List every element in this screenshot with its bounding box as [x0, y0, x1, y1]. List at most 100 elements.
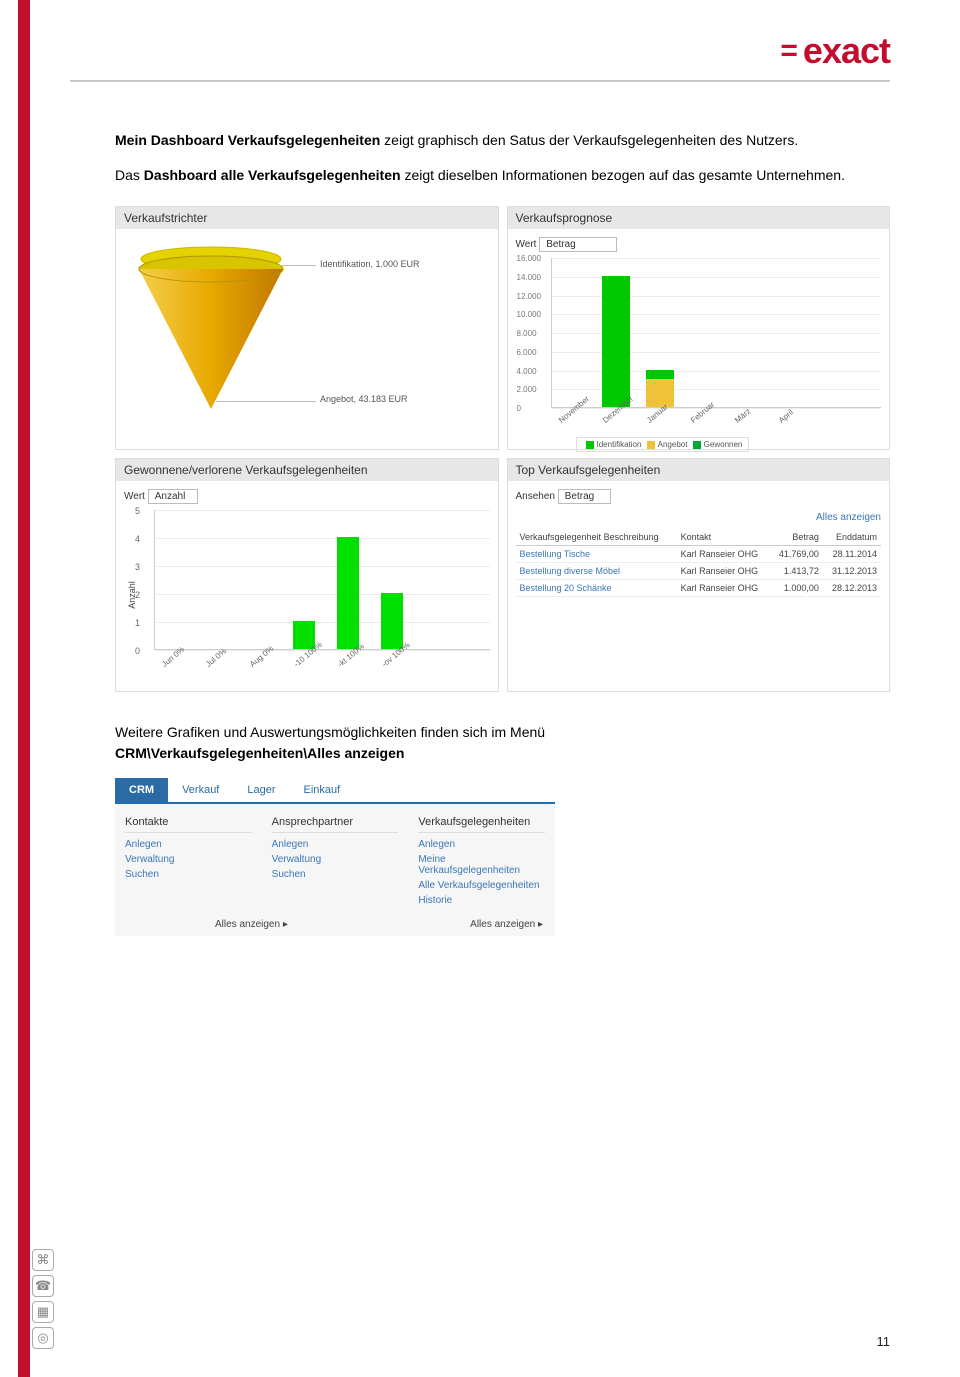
crm-link[interactable]: Alle Verkaufsgelegenheiten — [418, 878, 545, 893]
top-cell[interactable]: Bestellung Tische — [516, 546, 677, 563]
crm-col-head: Verkaufsgelegenheiten — [418, 812, 545, 833]
crm-link[interactable]: Anlegen — [125, 837, 252, 852]
panel-top: Top Verkaufsgelegenheiten Ansehen Betrag… — [507, 458, 891, 692]
prognose-xlabel: März — [733, 407, 752, 425]
top-cell: 28.12.2013 — [823, 580, 881, 597]
wonlost-bar — [381, 593, 403, 649]
crm-column: Verkaufsgelegenheiten AnlegenMeine Verkau… — [408, 810, 555, 910]
top-cell[interactable]: Bestellung diverse Möbel — [516, 563, 677, 580]
wonlost-xlabels: Jun 0%Jul 0%Aug 0%-10 100%-kt 100%-ov 10… — [154, 650, 490, 680]
funnel-line-2 — [216, 401, 316, 402]
logo-word: exact — [803, 30, 890, 72]
top-select[interactable]: Betrag — [558, 489, 611, 504]
funnel-body: Identifikation, 1.000 EUR Angebot, 43.18… — [116, 229, 498, 429]
para2-a: Das — [115, 167, 144, 183]
panel-wonlost: Gewonnene/verlorene Verkaufsgelegenheite… — [115, 458, 499, 692]
panel-prognose-title: Verkaufsprognose — [508, 207, 890, 229]
exact-logo: = exact — [780, 30, 890, 72]
prognose-control: Wert Betrag — [516, 237, 882, 252]
top-cell: Karl Ranseier OHG — [677, 546, 771, 563]
crm-col-head: Ansprechpartner — [272, 812, 399, 833]
wonlost-bar — [337, 537, 359, 649]
top-cell: Karl Ranseier OHG — [677, 563, 771, 580]
table-row: Bestellung diverse MöbelKarl Ranseier OH… — [516, 563, 882, 580]
crm-alles-2[interactable]: Alles anzeigen ▸ — [470, 919, 543, 930]
side-icon-1: ⌘ — [32, 1249, 54, 1271]
wonlost-gridline: 2 — [155, 594, 490, 595]
crm-link[interactable]: Suchen — [125, 867, 252, 882]
red-sidebar — [18, 0, 30, 1377]
page-content: Mein Dashboard Verkaufsgelegenheiten zei… — [115, 130, 890, 936]
header-rule — [70, 80, 890, 82]
top-cell: 31.12.2013 — [823, 563, 881, 580]
top-alles-link[interactable]: Alles anzeigen — [516, 512, 882, 523]
top-body: Ansehen Betrag Alles anzeigen Verkaufsge… — [508, 481, 890, 605]
top-table: Verkaufsgelegenheit BeschreibungKontaktB… — [516, 529, 882, 597]
wonlost-select[interactable]: Anzahl — [148, 489, 199, 504]
panel-funnel-title: Verkaufstrichter — [116, 207, 498, 229]
para3-bold: CRM\Verkaufsgelegenheiten\Alles anzeigen — [115, 745, 404, 761]
crm-link[interactable]: Verwaltung — [272, 852, 399, 867]
wonlost-gridline: 3 — [155, 566, 490, 567]
crm-tab-crm[interactable]: CRM — [115, 778, 168, 802]
para2-bold: Dashboard alle Verkaufsgelegenheiten — [144, 167, 401, 183]
top-th: Verkaufsgelegenheit Beschreibung — [516, 529, 677, 546]
crm-tab-einkauf[interactable]: Einkauf — [290, 778, 355, 802]
top-cell: 28.11.2014 — [823, 546, 881, 563]
funnel-line-1 — [271, 265, 316, 266]
crm-columns: KontakteAnlegenVerwaltungSuchenAnsprechp… — [115, 804, 555, 936]
top-cell[interactable]: Bestellung 20 Schänke — [516, 580, 677, 597]
crm-link[interactable]: Anlegen — [418, 837, 545, 852]
wonlost-chart: 012345 — [154, 510, 490, 650]
top-cell: 41.769,00 — [770, 546, 823, 563]
top-cell: 1.413,72 — [770, 563, 823, 580]
crm-link[interactable]: Historie — [418, 893, 545, 908]
wonlost-body: Wert Anzahl Anzahl 012345 Jun 0%Jul 0%Au… — [116, 481, 498, 691]
para2-b: zeigt dieselben Informationen bezogen au… — [401, 167, 845, 183]
funnel-label-1: Identifikation, 1.000 EUR — [320, 259, 420, 269]
prognose-select[interactable]: Betrag — [539, 237, 616, 252]
top-th: Enddatum — [823, 529, 881, 546]
prognose-wert-label: Wert — [516, 239, 537, 250]
crm-tab-lager[interactable]: Lager — [233, 778, 289, 802]
prognose-xlabel: April — [777, 408, 795, 425]
para3-a: Weitere Grafiken und Auswertungsmöglichk… — [115, 724, 545, 740]
crm-link[interactable]: Meine Verkaufsgelegenheiten — [418, 852, 545, 878]
crm-link[interactable]: Suchen — [272, 867, 399, 882]
crm-link[interactable]: Verwaltung — [125, 852, 252, 867]
prognose-legend: Identifikation Angebot Gewonnen — [576, 437, 750, 452]
crm-link[interactable]: Anlegen — [272, 837, 399, 852]
wonlost-wert-label: Wert — [124, 491, 145, 502]
crm-menu: CRMVerkaufLagerEinkauf KontakteAnlegenVe… — [115, 778, 555, 936]
side-icon-2: ☎ — [32, 1275, 54, 1297]
crm-column: Kontakte AnlegenVerwaltungSuchen — [115, 810, 262, 910]
paragraph-1: Mein Dashboard Verkaufsgelegenheiten zei… — [115, 130, 890, 151]
wonlost-control: Wert Anzahl — [124, 489, 490, 504]
para1-rest: zeigt graphisch den Satus der Verkaufsge… — [380, 132, 798, 148]
prognose-gridline: 16.000 — [552, 258, 882, 259]
table-row: Bestellung TischeKarl Ranseier OHG41.769… — [516, 546, 882, 563]
wonlost-gridline: 1 — [155, 622, 490, 623]
paragraph-2: Das Dashboard alle Verkaufsgelegenheiten… — [115, 165, 890, 186]
crm-alles-1[interactable]: Alles anzeigen ▸ — [215, 919, 288, 930]
crm-tabs: CRMVerkaufLagerEinkauf — [115, 778, 555, 804]
prognose-bar — [646, 379, 674, 407]
panel-top-title: Top Verkaufsgelegenheiten — [508, 459, 890, 481]
side-icon-4: ◎ — [32, 1327, 54, 1349]
top-th: Kontakt — [677, 529, 771, 546]
side-icon-3: ▦ — [32, 1301, 54, 1323]
crm-column: Ansprechpartner AnlegenVerwaltungSuchen — [262, 810, 409, 910]
prognose-chart: 02.0004.0006.0008.00010.00012.00014.0001… — [551, 258, 882, 408]
prognose-bar — [602, 276, 630, 407]
panel-prognose: Verkaufsprognose Wert Betrag 02.0004.000… — [507, 206, 891, 450]
top-th: Betrag — [770, 529, 823, 546]
funnel-label-2: Angebot, 43.183 EUR — [320, 394, 408, 404]
page-number: 11 — [877, 1334, 891, 1349]
crm-col-head: Kontakte — [125, 812, 252, 833]
panel-wonlost-title: Gewonnene/verlorene Verkaufsgelegenheite… — [116, 459, 498, 481]
paragraph-3: Weitere Grafiken und Auswertungsmöglichk… — [115, 722, 890, 764]
crm-tab-verkauf[interactable]: Verkauf — [168, 778, 233, 802]
prognose-bar — [646, 370, 674, 379]
prognose-xlabels: NovemberDezemberJanuarFebruarMärzApril — [551, 408, 882, 433]
top-ansehen-label: Ansehen — [516, 491, 555, 502]
